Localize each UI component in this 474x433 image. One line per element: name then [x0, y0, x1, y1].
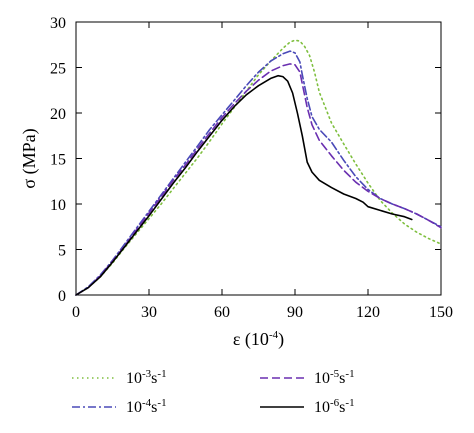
legend-item-4: 10-6s-1 [260, 397, 355, 416]
x-tick-label: 150 [429, 304, 453, 321]
y-tick-label: 15 [50, 152, 66, 169]
axes: 0 30 60 90 120 150 0 5 10 15 20 25 30 [50, 15, 453, 321]
legend-item-1: 10-3s-1 [72, 368, 167, 387]
series-line-4 [75, 74, 413, 296]
legend: 10-3s-1 10-5s-1 10-4s-1 10-6s-1 [72, 368, 355, 416]
legend-label: 10-6s-1 [314, 397, 355, 416]
legend-label: 10-4s-1 [126, 397, 167, 416]
plot-frame [75, 21, 442, 296]
legend-item-3: 10-5s-1 [260, 368, 355, 387]
x-tick-label: 60 [214, 304, 230, 321]
legend-item-2: 10-4s-1 [72, 397, 167, 416]
legend-label: 10-3s-1 [126, 368, 167, 387]
y-tick-label: 10 [50, 197, 66, 214]
axis-labels: σ (MPa) ε (10-4) [19, 128, 284, 350]
x-tick-label: 90 [287, 304, 303, 321]
y-tick-label: 25 [50, 61, 66, 78]
series-line-2 [75, 50, 442, 296]
y-tick-label: 20 [50, 106, 66, 123]
y-axis-title: σ (MPa) [19, 128, 40, 188]
y-tick-label: 0 [58, 288, 66, 305]
series-line-3 [75, 63, 442, 296]
series-line-1 [75, 39, 442, 296]
x-tick-label: 30 [141, 304, 157, 321]
series-lines [75, 39, 442, 296]
legend-label: 10-5s-1 [314, 368, 355, 387]
x-tick-label: 0 [72, 304, 80, 321]
x-tick-label: 120 [356, 304, 380, 321]
x-axis-title: ε (10-4) [233, 329, 284, 350]
y-tick-label: 30 [50, 15, 66, 32]
y-tick-label: 5 [58, 243, 66, 260]
